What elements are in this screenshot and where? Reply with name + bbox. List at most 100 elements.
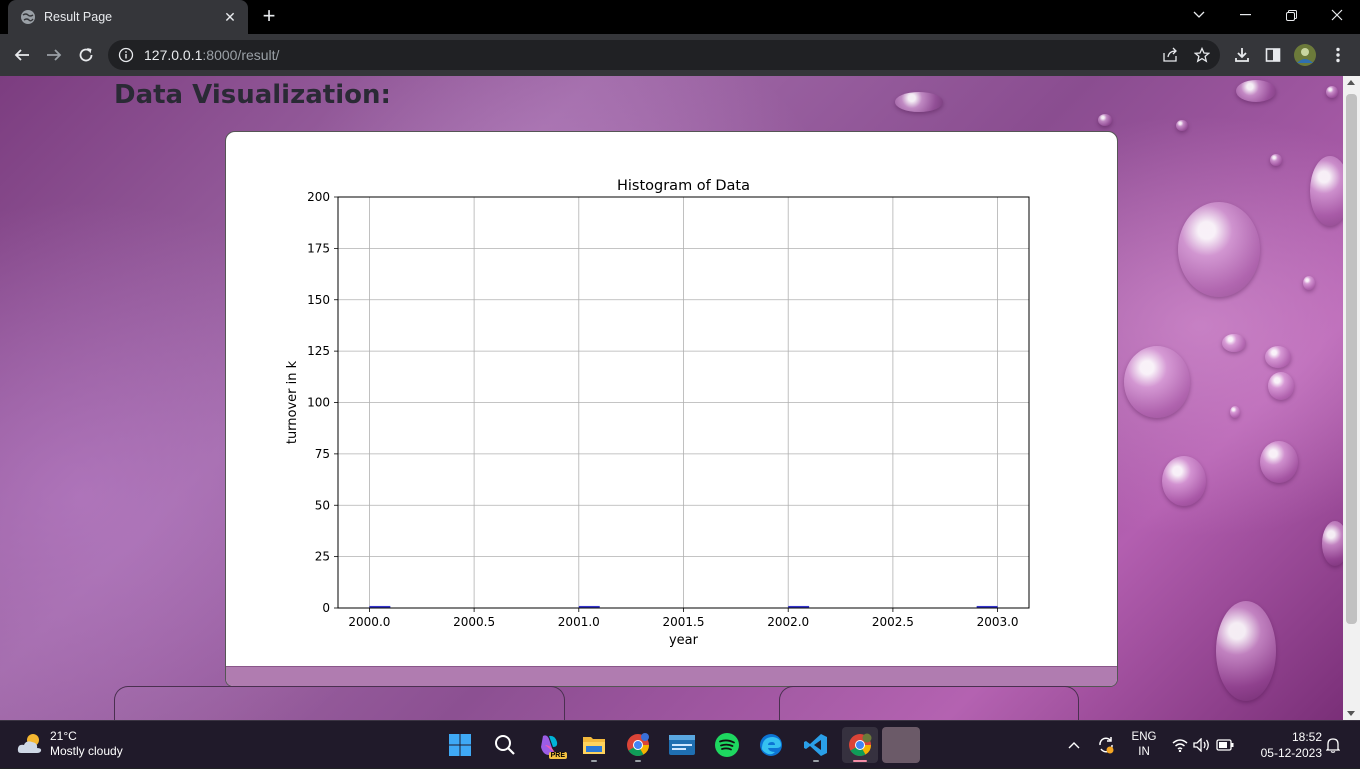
- search-button[interactable]: [487, 727, 523, 763]
- scroll-down-arrow[interactable]: [1347, 711, 1355, 716]
- vscode-app[interactable]: [798, 727, 834, 763]
- address-bar[interactable]: 127.0.0.1 :8000/result/: [108, 40, 1220, 70]
- page-scrollbar[interactable]: [1343, 76, 1360, 720]
- water-drop: [1310, 156, 1343, 226]
- water-drop: [1178, 202, 1260, 297]
- bookmark-button[interactable]: [1188, 41, 1216, 69]
- chrome-profile-app[interactable]: [842, 727, 878, 763]
- bell-icon: [1326, 738, 1340, 753]
- page-viewport: Data Visualization: 2000.0 2000.5 2001.0 20…: [0, 76, 1343, 720]
- water-drop: [895, 92, 943, 112]
- start-button[interactable]: [442, 727, 478, 763]
- wifi-icon: [1172, 739, 1188, 752]
- x-tick-label: 2002.0: [767, 615, 809, 629]
- downloads-button[interactable]: [1228, 41, 1256, 69]
- water-drop: [1303, 276, 1315, 290]
- water-drop: [1322, 521, 1343, 566]
- globe-icon: [21, 10, 35, 24]
- share-icon: [1163, 47, 1177, 62]
- chrome-app[interactable]: [620, 727, 656, 763]
- restore-icon: [1285, 9, 1297, 21]
- sync-status-button[interactable]: [1094, 721, 1118, 769]
- weather-widget[interactable]: 21°C Mostly cloudy: [16, 729, 123, 759]
- volume-icon: [1193, 738, 1209, 752]
- quick-settings-button[interactable]: [1170, 721, 1236, 769]
- window-thumbnail[interactable]: [882, 727, 920, 763]
- reload-button[interactable]: [72, 41, 100, 69]
- histogram-bar: [369, 605, 391, 608]
- copilot-app[interactable]: PRE: [531, 727, 567, 763]
- x-tick-label: 2000.5: [453, 615, 495, 629]
- scroll-thumb[interactable]: [1346, 94, 1357, 624]
- arrow-right-icon: [47, 49, 62, 61]
- y-tick-label: 150: [307, 293, 330, 307]
- water-drop: [1176, 120, 1188, 131]
- minimize-button[interactable]: [1222, 0, 1268, 30]
- file-explorer-app[interactable]: [576, 727, 612, 763]
- water-drop: [1260, 441, 1298, 483]
- arrow-left-icon: [14, 49, 29, 61]
- x-tick-label: 2002.5: [872, 615, 914, 629]
- x-tick-label: 2001.5: [663, 615, 705, 629]
- back-button[interactable]: [8, 41, 36, 69]
- star-icon: [1194, 47, 1210, 63]
- card-footer: [226, 666, 1117, 686]
- page-title: Data Visualization:: [114, 80, 391, 110]
- scroll-up-arrow[interactable]: [1347, 80, 1355, 85]
- battery-icon: [1215, 739, 1234, 751]
- cloudy-weather-icon: [17, 734, 42, 753]
- copilot-badge: PRE: [548, 752, 567, 759]
- lower-card-right: [779, 686, 1079, 720]
- profile-button[interactable]: [1291, 41, 1319, 69]
- chart-title: Histogram of Data: [617, 178, 750, 194]
- forward-button[interactable]: [40, 41, 68, 69]
- histogram-bar: [788, 605, 810, 608]
- menu-button[interactable]: [1324, 41, 1352, 69]
- browser-tab[interactable]: Result Page ✕: [8, 0, 248, 34]
- browser-toolbar: 127.0.0.1 :8000/result/: [0, 34, 1360, 76]
- tab-close-button[interactable]: ✕: [224, 8, 236, 25]
- close-window-button[interactable]: [1314, 0, 1360, 30]
- restore-button[interactable]: [1268, 0, 1314, 30]
- spotify-app[interactable]: [709, 727, 745, 763]
- y-tick-label: 50: [315, 498, 330, 512]
- show-hidden-icons-button[interactable]: [1062, 721, 1086, 769]
- edge-app[interactable]: [753, 727, 789, 763]
- url-host: 127.0.0.1: [144, 47, 203, 63]
- side-panel-icon: [1265, 48, 1281, 62]
- spotify-icon: [715, 733, 739, 757]
- histogram-bar: [976, 605, 998, 608]
- y-tick-label: 0: [322, 601, 330, 615]
- x-tick-label: 2001.0: [558, 615, 600, 629]
- y-tick-label: 175: [307, 241, 330, 255]
- share-button[interactable]: [1156, 41, 1184, 69]
- copilot-icon: [541, 735, 558, 755]
- keyboard-icon: [669, 735, 695, 755]
- windows-taskbar: 21°C Mostly cloudy PRE: [0, 720, 1360, 768]
- water-drop: [1124, 346, 1190, 418]
- weather-temperature: 21°C: [50, 729, 77, 743]
- tab-title: Result Page: [44, 10, 113, 24]
- notifications-button[interactable]: [1322, 721, 1344, 769]
- language-indicator[interactable]: ENG IN: [1126, 721, 1162, 769]
- touch-keyboard-app[interactable]: [664, 727, 700, 763]
- reload-icon: [79, 48, 93, 62]
- url-path: :8000/result/: [202, 47, 280, 63]
- system-clock[interactable]: 18:52 05-12-2023: [1250, 729, 1322, 761]
- side-panel-button[interactable]: [1259, 41, 1287, 69]
- chrome-icon: [849, 733, 872, 756]
- new-tab-button[interactable]: +: [262, 3, 276, 28]
- folder-icon: [583, 737, 605, 754]
- y-axis-label: turnover in k: [285, 360, 300, 444]
- water-drop: [1236, 80, 1276, 102]
- y-tick-label: 75: [315, 447, 330, 461]
- tab-search-button[interactable]: [1176, 0, 1222, 30]
- x-axis-label: year: [669, 633, 699, 648]
- sync-icon: [1099, 737, 1114, 754]
- running-indicator: [591, 760, 597, 762]
- running-indicator: [853, 760, 867, 762]
- water-drop: [1098, 114, 1112, 126]
- water-drop: [1268, 372, 1294, 400]
- x-tick-label: 2000.0: [348, 615, 390, 629]
- clock-date: 05-12-2023: [1260, 746, 1322, 760]
